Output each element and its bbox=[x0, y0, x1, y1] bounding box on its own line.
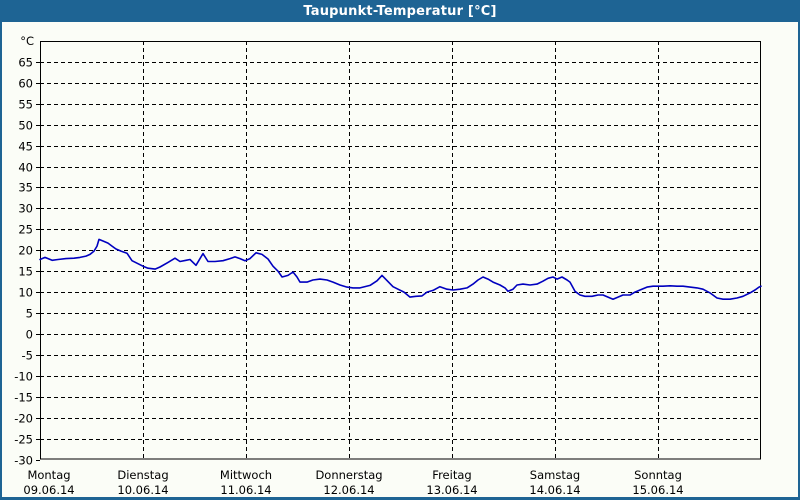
x-date-label: 13.06.14 bbox=[426, 483, 477, 497]
x-day-label: Donnerstag bbox=[315, 468, 382, 482]
chart-title: Taupunkt-Temperatur [°C] bbox=[303, 3, 497, 19]
y-tick-label: -15 bbox=[14, 391, 33, 405]
x-day-label: Sonntag bbox=[634, 468, 682, 482]
y-tick-label: 20 bbox=[18, 244, 33, 258]
y-tick-label: 25 bbox=[18, 223, 33, 237]
window-border-bottom bbox=[0, 497, 800, 500]
x-date-label: 09.06.14 bbox=[23, 483, 74, 497]
x-date-label: 15.06.14 bbox=[632, 483, 683, 497]
y-tick-label: 60 bbox=[18, 77, 33, 91]
plot-frame bbox=[40, 41, 761, 460]
y-tick-label: 55 bbox=[18, 98, 33, 112]
y-tick-label: 5 bbox=[26, 307, 33, 321]
y-tick-label: -10 bbox=[14, 370, 33, 384]
x-day-label: Dienstag bbox=[117, 468, 168, 482]
y-tick-label: 50 bbox=[18, 119, 33, 133]
y-tick-label: 15 bbox=[18, 265, 33, 279]
x-date-label: 12.06.14 bbox=[323, 483, 374, 497]
window-border-left bbox=[0, 0, 2, 500]
x-date-label: 14.06.14 bbox=[529, 483, 580, 497]
chart-title-bar: Taupunkt-Temperatur [°C] bbox=[0, 0, 800, 22]
y-tick-label: 65 bbox=[18, 56, 33, 70]
y-tick-label: -20 bbox=[14, 412, 33, 426]
y-tick-label: -25 bbox=[14, 433, 33, 447]
x-date-label: 10.06.14 bbox=[117, 483, 168, 497]
x-day-label: Montag bbox=[27, 468, 70, 482]
y-tick-label: 30 bbox=[18, 202, 33, 216]
y-tick-label: 10 bbox=[18, 286, 33, 300]
y-tick-label: 35 bbox=[18, 181, 33, 195]
y-tick-label: 40 bbox=[18, 161, 33, 175]
x-day-label: Mittwoch bbox=[220, 468, 272, 482]
y-axis-unit-label: °C bbox=[20, 34, 34, 48]
x-day-label: Freitag bbox=[432, 468, 471, 482]
x-date-label: 11.06.14 bbox=[220, 483, 271, 497]
y-tick-label: 45 bbox=[18, 140, 33, 154]
y-tick-label: 0 bbox=[26, 328, 33, 342]
x-day-label: Samstag bbox=[530, 468, 580, 482]
window-border-right bbox=[798, 0, 800, 500]
dewpoint-temperature-line bbox=[39, 238, 762, 301]
y-tick-label: -30 bbox=[14, 454, 33, 468]
y-tick-label: -5 bbox=[22, 349, 33, 363]
